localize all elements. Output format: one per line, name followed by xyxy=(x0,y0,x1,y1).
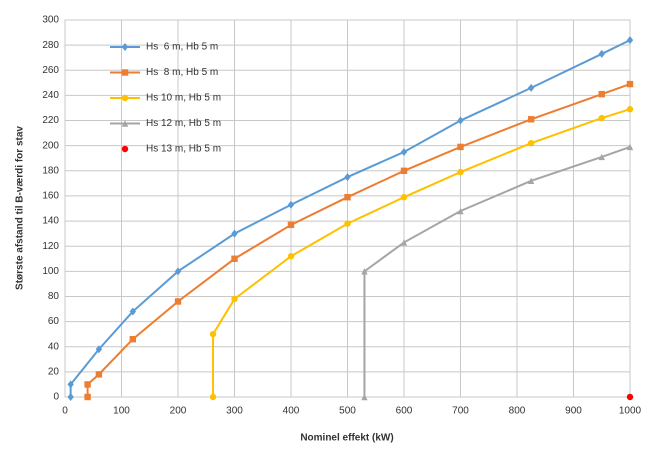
y-tick-label: 200 xyxy=(42,140,59,151)
plot-frame xyxy=(64,19,631,398)
legend-marker xyxy=(121,43,129,51)
legend-marker xyxy=(121,120,129,127)
y-tick-label: 300 xyxy=(42,15,59,26)
data-point xyxy=(287,200,295,209)
data-point xyxy=(361,268,368,275)
data-point xyxy=(457,143,464,151)
data-point xyxy=(361,393,368,401)
data-point xyxy=(209,393,217,401)
legend-label: Hs 12 m, Hb 5 m xyxy=(146,118,221,129)
data-point xyxy=(400,239,408,246)
data-point xyxy=(344,220,351,227)
legend-label: Hs 8 m, Hb 5 m xyxy=(146,67,218,78)
legend-label: Hs 10 m, Hb 5 m xyxy=(146,93,221,104)
y-tick-label: 280 xyxy=(42,40,59,51)
x-tick-label: 300 xyxy=(226,406,243,417)
data-point xyxy=(67,393,74,401)
data-point xyxy=(84,393,91,401)
x-tick-label: 700 xyxy=(452,406,469,417)
data-point xyxy=(95,371,103,378)
y-tick-label: 180 xyxy=(42,165,59,176)
data-point xyxy=(174,298,182,305)
data-point xyxy=(626,393,634,401)
series-line xyxy=(86,83,631,397)
series-line xyxy=(212,108,631,397)
data-point xyxy=(598,153,605,161)
y-tick-label: 100 xyxy=(42,266,59,277)
data-point xyxy=(95,345,103,354)
y-tick-label: 240 xyxy=(42,90,59,101)
data-point xyxy=(129,307,136,316)
data-point xyxy=(457,207,464,215)
data-point xyxy=(457,168,464,176)
data-point xyxy=(344,193,351,201)
y-tick-label: 80 xyxy=(48,291,60,302)
data-point xyxy=(598,49,605,58)
data-point xyxy=(129,335,136,343)
legend-marker xyxy=(121,145,129,153)
data-point xyxy=(626,106,634,113)
data-point xyxy=(287,221,295,229)
y-axis-title: Største afstand til B-værdi for stav xyxy=(15,126,26,290)
data-point xyxy=(174,267,182,276)
legend-label: Hs 6 m, Hb 5 m xyxy=(146,42,218,53)
x-tick-label: 600 xyxy=(396,406,413,417)
data-point xyxy=(626,143,634,151)
x-tick-label: 200 xyxy=(170,406,187,417)
x-tick-label: 800 xyxy=(509,406,526,417)
y-tick-label: 40 xyxy=(48,341,60,352)
y-tick-label: 160 xyxy=(42,191,59,202)
data-point xyxy=(527,83,535,92)
data-point xyxy=(527,139,535,147)
y-tick-label: 220 xyxy=(42,115,59,126)
x-tick-label: 500 xyxy=(339,406,356,417)
y-tick-label: 20 xyxy=(48,367,60,378)
y-tick-label: 140 xyxy=(42,216,59,227)
legend-label: Hs 13 m, Hb 5 m xyxy=(146,144,221,155)
data-point xyxy=(400,193,408,201)
data-point xyxy=(457,116,464,125)
x-tick-label: 100 xyxy=(113,406,130,417)
x-tick-label: 0 xyxy=(62,406,68,417)
data-point xyxy=(231,295,238,303)
data-point xyxy=(231,229,238,238)
x-tick-label: 900 xyxy=(565,406,582,417)
y-tick-label: 260 xyxy=(42,65,59,76)
x-tick-label: 1000 xyxy=(619,406,642,417)
y-tick-label: 120 xyxy=(42,241,59,252)
legend-marker xyxy=(121,69,129,76)
data-point xyxy=(400,167,408,174)
data-point xyxy=(67,380,74,389)
data-point xyxy=(209,330,217,338)
data-point xyxy=(231,255,238,262)
y-tick-label: 0 xyxy=(53,392,59,403)
data-point xyxy=(84,381,91,388)
data-point xyxy=(626,80,634,88)
legend-marker xyxy=(121,94,129,102)
data-point xyxy=(287,253,295,260)
data-point xyxy=(598,114,605,122)
data-point xyxy=(598,90,605,98)
y-tick-label: 60 xyxy=(48,316,60,327)
data-point xyxy=(400,147,408,156)
x-tick-label: 400 xyxy=(283,406,300,417)
data-point xyxy=(344,173,351,182)
data-point xyxy=(527,116,535,123)
x-axis-title: Nominel effekt (kW) xyxy=(300,433,393,444)
data-point xyxy=(626,36,634,45)
data-point xyxy=(527,177,535,185)
